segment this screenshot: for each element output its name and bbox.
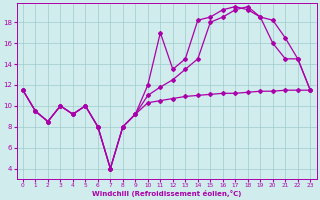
X-axis label: Windchill (Refroidissement éolien,°C): Windchill (Refroidissement éolien,°C) [92,190,241,197]
